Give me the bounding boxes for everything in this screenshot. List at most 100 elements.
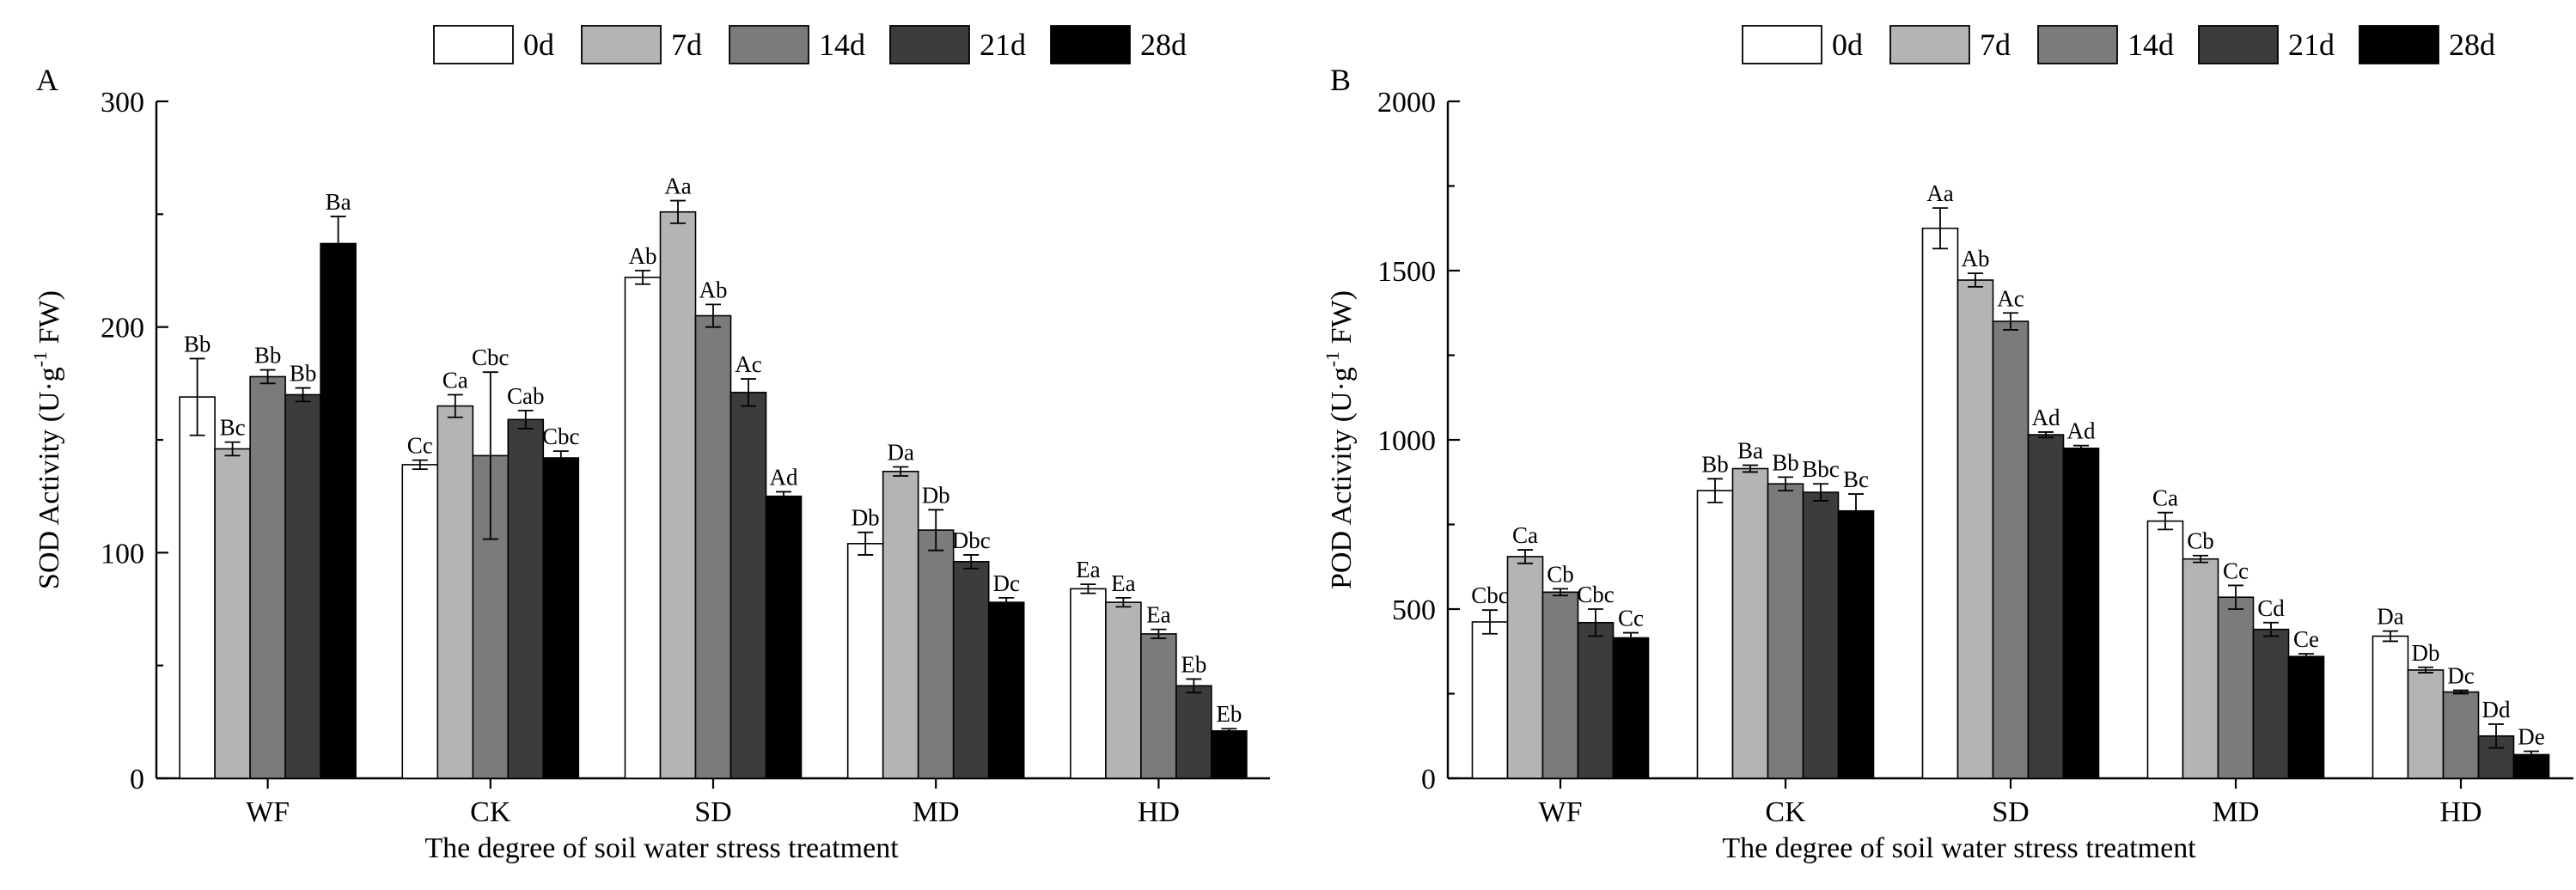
x-tick-label: CK bbox=[470, 796, 511, 828]
bar-wf-7d bbox=[214, 448, 251, 779]
x-tick-label: SD bbox=[694, 796, 731, 828]
y-axis-title: POD Activity (U·g-1 FW) bbox=[1322, 290, 1358, 589]
bar-sd-28d bbox=[2062, 448, 2100, 779]
bar-ck-21d bbox=[1802, 491, 1840, 779]
significance-label: Da bbox=[2377, 604, 2403, 630]
bar-sd-21d bbox=[729, 392, 767, 779]
legend-label-0d: 0d bbox=[1832, 27, 1863, 62]
y-tick-label: 0 bbox=[130, 764, 144, 796]
legend-swatch-21d bbox=[889, 25, 970, 64]
bar-wf-28d bbox=[1612, 637, 1650, 779]
bar-wf-14d bbox=[1541, 591, 1579, 779]
bar-wf-0d bbox=[179, 396, 216, 779]
bar-ck-28d bbox=[1837, 509, 1875, 779]
y-axis-title-sup: -1 bbox=[1322, 351, 1343, 367]
legend-label-7d: 7d bbox=[1980, 27, 2011, 62]
legend-label-21d: 21d bbox=[2288, 27, 2335, 62]
significance-label: Ad bbox=[2032, 405, 2060, 430]
significance-label: Bb bbox=[1772, 449, 1799, 475]
significance-label: Ab bbox=[1962, 246, 1990, 271]
significance-label: Eb bbox=[1216, 701, 1242, 727]
panel-label: A bbox=[36, 63, 58, 97]
y-tick-label: 200 bbox=[101, 313, 144, 344]
significance-label: Ca bbox=[443, 367, 468, 393]
bar-ck-21d bbox=[507, 418, 545, 779]
significance-label: Bb bbox=[184, 331, 211, 357]
bar-md-14d bbox=[917, 529, 955, 779]
y-axis-title-unit: FW) bbox=[1326, 290, 1358, 351]
legend-swatch-14d bbox=[729, 25, 809, 64]
bar-md-0d bbox=[846, 543, 884, 779]
significance-label: Ab bbox=[699, 277, 728, 302]
significance-label: Ba bbox=[1737, 438, 1763, 464]
bar-sd-0d bbox=[624, 277, 662, 779]
y-axis-title-main: POD Activity (U·g bbox=[1326, 367, 1358, 589]
significance-label: Bb bbox=[1701, 451, 1729, 477]
legend: 0d 7d 14d 21d 28d bbox=[433, 25, 1187, 64]
bar-ck-7d bbox=[436, 405, 474, 779]
bar-md-28d bbox=[2287, 655, 2325, 779]
significance-label: Ac bbox=[735, 351, 761, 377]
x-tick-label: MD bbox=[913, 796, 960, 828]
bar-hd-7d bbox=[1105, 601, 1142, 779]
y-axis-title-unit: FW) bbox=[34, 290, 65, 351]
y-tick-label: 500 bbox=[1392, 594, 1436, 626]
y-axis-title-main: SOD Activity (U·g bbox=[34, 367, 65, 589]
significance-label: Dbc bbox=[952, 527, 991, 553]
significance-label: Cbc bbox=[472, 344, 510, 370]
x-tick-label: HD bbox=[1138, 796, 1180, 828]
x-axis-title: The degree of soil water stress treatmen… bbox=[424, 832, 899, 864]
bar-md-28d bbox=[987, 601, 1025, 779]
bar-hd-7d bbox=[2407, 669, 2445, 779]
significance-label: Aa bbox=[1926, 180, 1953, 206]
significance-label: Ca bbox=[1512, 522, 1538, 548]
legend-swatch-0d bbox=[433, 25, 514, 64]
significance-label: Db bbox=[2412, 640, 2440, 666]
significance-label: Ab bbox=[629, 243, 657, 269]
bar-sd-7d bbox=[659, 210, 697, 779]
y-axis-title: SOD Activity (U·g-1 FW) bbox=[29, 290, 65, 589]
bar-sd-7d bbox=[1956, 279, 1994, 779]
legend-label-28d: 28d bbox=[2449, 27, 2495, 62]
significance-label: Ea bbox=[1146, 602, 1170, 628]
bar-ck-0d bbox=[1696, 490, 1734, 779]
bar-wf-21d bbox=[284, 393, 321, 779]
y-tick-label: 0 bbox=[1421, 764, 1436, 796]
significance-label: Cbc bbox=[1577, 582, 1615, 607]
bar-wf-28d bbox=[320, 242, 357, 779]
bar-hd-0d bbox=[1070, 588, 1107, 779]
legend-swatch-7d bbox=[1889, 25, 1970, 64]
x-axis-title: The degree of soil water stress treatmen… bbox=[1722, 832, 2196, 864]
significance-label: Ea bbox=[1111, 570, 1135, 596]
legend-swatch-7d bbox=[581, 25, 662, 64]
bar-md-0d bbox=[2146, 520, 2184, 779]
y-tick-label: 2000 bbox=[1377, 87, 1436, 119]
significance-label: De bbox=[2518, 723, 2544, 749]
bar-wf-21d bbox=[1577, 621, 1615, 779]
legend: 0d 7d 14d 21d 28d bbox=[1742, 25, 2495, 64]
bar-ck-14d bbox=[1767, 483, 1804, 779]
bar-sd-21d bbox=[2027, 434, 2065, 779]
bar-sd-14d bbox=[1992, 320, 2030, 779]
bar-sd-28d bbox=[765, 495, 803, 779]
legend-swatch-28d bbox=[2359, 25, 2439, 64]
legend-swatch-14d bbox=[2037, 25, 2118, 64]
significance-label: Bb bbox=[254, 343, 282, 369]
significance-label: Cbc bbox=[1471, 582, 1509, 608]
y-tick-label: 100 bbox=[101, 538, 144, 570]
bar-hd-28d bbox=[1211, 730, 1248, 779]
bar-sd-14d bbox=[694, 314, 732, 779]
significance-label: Cc bbox=[407, 433, 433, 459]
legend-label-7d: 7d bbox=[671, 27, 702, 62]
y-tick-label: 1000 bbox=[1377, 425, 1436, 457]
significance-label: Db bbox=[852, 505, 880, 531]
x-tick-label: MD bbox=[2213, 796, 2260, 828]
legend-label-0d: 0d bbox=[523, 27, 554, 62]
bar-md-21d bbox=[2252, 628, 2290, 779]
significance-label: Dd bbox=[2482, 697, 2511, 722]
bar-wf-14d bbox=[249, 375, 286, 779]
significance-label: Cb bbox=[1547, 561, 1574, 587]
significance-label: Bc bbox=[1843, 466, 1869, 492]
panel-a-sod-chart: A 0d 7d 14d 21d 28d 0 100 200 300 SOD Activity (U·… bbox=[29, 25, 1270, 864]
